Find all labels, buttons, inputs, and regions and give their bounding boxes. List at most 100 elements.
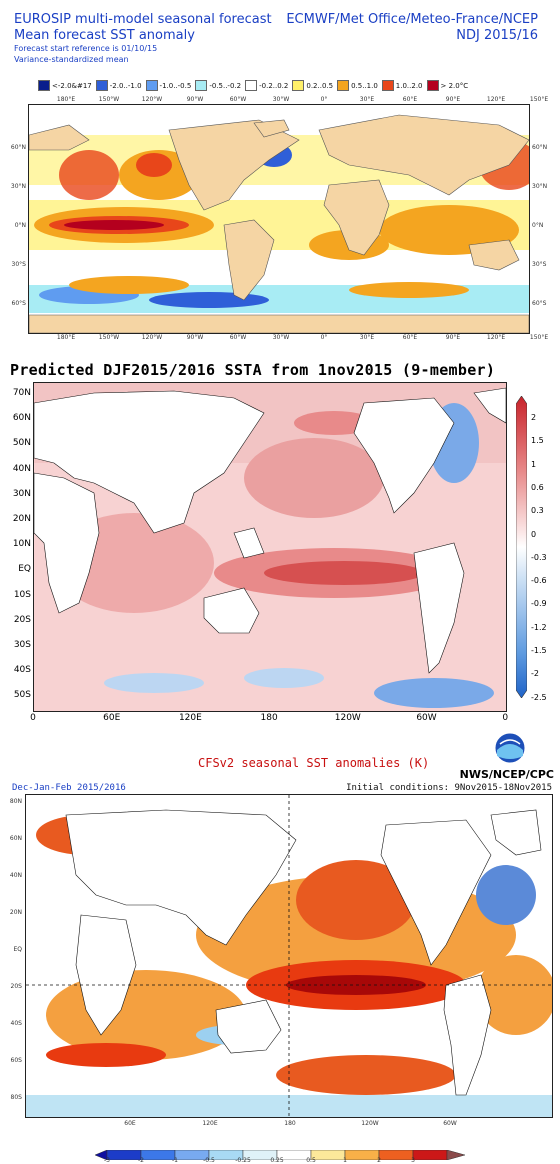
legend-item: > 2.0°C [426,80,469,91]
colorbar-tick-label: -2 [138,1157,144,1164]
lon-tick-label: 90°E [445,96,461,103]
lat-tick-label: 80S [10,1094,22,1101]
legend-item: -0.5..-0.2 [195,80,241,91]
forecast-start-note: Forecast start reference is 01/10/15 [14,44,158,53]
lat-tick-label: 20N [12,514,31,524]
legend-item: -2.0..-1.0 [95,80,142,91]
lat-tick-label: 30°N [532,183,548,190]
lat-tick-label: 0°N [14,222,26,229]
lat-tick-label: 80N [9,798,22,805]
cfsv2-title: CFSv2 seasonal SST anomalies (K) [198,756,430,770]
legend-label: 0.5..1.0 [351,81,378,90]
lon-tick-label: 90°W [186,334,204,341]
lat-tick-label: 30°S [11,261,26,268]
lon-tick-label: 0 [502,713,509,723]
lat-tick-label: 30S [13,640,31,650]
ssta-colorbar [515,395,528,699]
colorbar-tick-label: -0.25 [235,1157,251,1164]
lat-tick-label: 50S [13,690,31,701]
legend-item: <-2.0&#17 [38,80,92,91]
ssta-map-graphic [34,383,506,711]
lat-tick-label: 30°N [10,183,26,190]
colorbar-tick-label: -0.3 [531,552,547,562]
colorbar-tick-label: 2 [377,1157,381,1164]
colorbar-tick-label: -2 [531,669,539,679]
lat-tick-label: 60°S [532,300,547,307]
colorbar-tick-label: 0.25 [270,1157,284,1164]
ssta-colorbar-graphic [515,395,528,699]
lon-tick-label: 120°E [486,96,506,103]
colorbar-tick-label: 0.5 [306,1157,316,1164]
colorbar-tick-label: -3 [104,1157,110,1164]
cfsv2-panel: CFSv2 seasonal SST anomalies (K) NWS/NCE… [0,730,560,1164]
ssta-title: Predicted DJF2015/2016 SSTA from 1nov201… [10,361,496,379]
lat-tick-label: 40N [12,463,31,474]
season-subtitle: Dec-Jan-Feb 2015/2016 [12,783,126,793]
lat-tick-label: 30N [12,488,31,499]
lat-tick-label: EQ [13,946,22,953]
legend-swatch [337,80,350,91]
colorbar-tick-label: -0.9 [531,599,547,609]
eurosip-sst-map [28,104,530,334]
lat-tick-label: 60°N [532,144,548,151]
legend-label: 1.0..2.0 [395,81,423,90]
lon-tick-label: 60°W [229,334,247,341]
colorbar-tick-label: 0.3 [531,506,544,516]
lon-tick-label: 120E [178,713,202,723]
legend-item: 0.2..0.5 [292,80,333,91]
eurosip-subtitle: Mean forecast SST anomaly [14,28,195,43]
lat-tick-label: 60N [9,835,22,842]
legend-label: > 2.0°C [440,81,469,90]
legend-swatch [145,80,158,91]
lon-tick-label: 120W [334,713,361,723]
lat-tick-label: 60S [10,1057,22,1064]
legend-label: 0.2..0.5 [306,81,334,90]
colorbar-tick-label: -0.5 [203,1157,215,1164]
lat-tick-label: 60°N [10,144,26,151]
lon-tick-label: 120°E [486,334,506,341]
lon-tick-label: 60°E [402,96,418,103]
noaa-logo [494,732,526,764]
lat-tick-label: EQ [18,564,31,575]
lon-tick-label: 30°E [359,96,375,103]
colorbar-tick-label: 3 [411,1157,415,1164]
lon-tick-label: 150°W [98,96,120,103]
lat-tick-label: 0°N [532,222,544,229]
lon-tick-label: 150°E [529,96,549,103]
eurosip-map-graphic [29,105,529,333]
initial-conditions: Initial conditions: 9Nov2015-18Nov2015 [346,783,552,793]
legend-swatch [245,80,258,91]
lon-tick-label: 120E [202,1120,218,1127]
lon-tick-label: 90°W [186,96,204,103]
lat-tick-label: 60N [12,413,31,424]
lon-tick-label: 30°W [272,96,290,103]
lat-tick-label: 70N [12,388,31,398]
lat-tick-label: 20N [9,909,22,916]
colorbar-tick-label: 0.6 [531,482,544,492]
cfsv2-colorbar [94,1145,466,1161]
predicted-ssta-map [33,382,507,712]
lat-tick-label: 20S [13,614,31,625]
lon-tick-label: 0° [320,96,328,103]
lon-tick-label: 90°E [445,334,461,341]
colorbar-tick-label: -1.5 [531,646,547,655]
lon-tick-label: 150°E [529,334,549,341]
legend-swatch [426,80,439,91]
lat-tick-label: 40S [13,665,31,676]
colorbar-tick-label: 1 [343,1157,347,1164]
lat-tick-label: 40S [10,1020,22,1027]
lon-tick-label: 180°E [56,96,76,103]
lon-tick-label: 60°W [229,96,247,103]
lon-tick-label: 0 [30,713,36,723]
lon-tick-label: 120W [361,1120,379,1127]
lon-tick-label: 0° [320,334,328,341]
lat-tick-label: 10N [12,539,31,550]
colorbar-tick-label: -0.6 [531,576,547,586]
lat-tick-label: 20S [10,983,22,990]
legend-label: <-2.0&#17 [52,81,92,90]
legend-item: 1.0..2.0 [381,80,423,91]
legend-swatch [381,80,394,91]
colorbar-tick-label: 1 [531,459,537,469]
lat-tick-label: 40N [9,872,22,879]
ssta-panel: Predicted DJF2015/2016 SSTA from 1nov201… [0,345,560,730]
